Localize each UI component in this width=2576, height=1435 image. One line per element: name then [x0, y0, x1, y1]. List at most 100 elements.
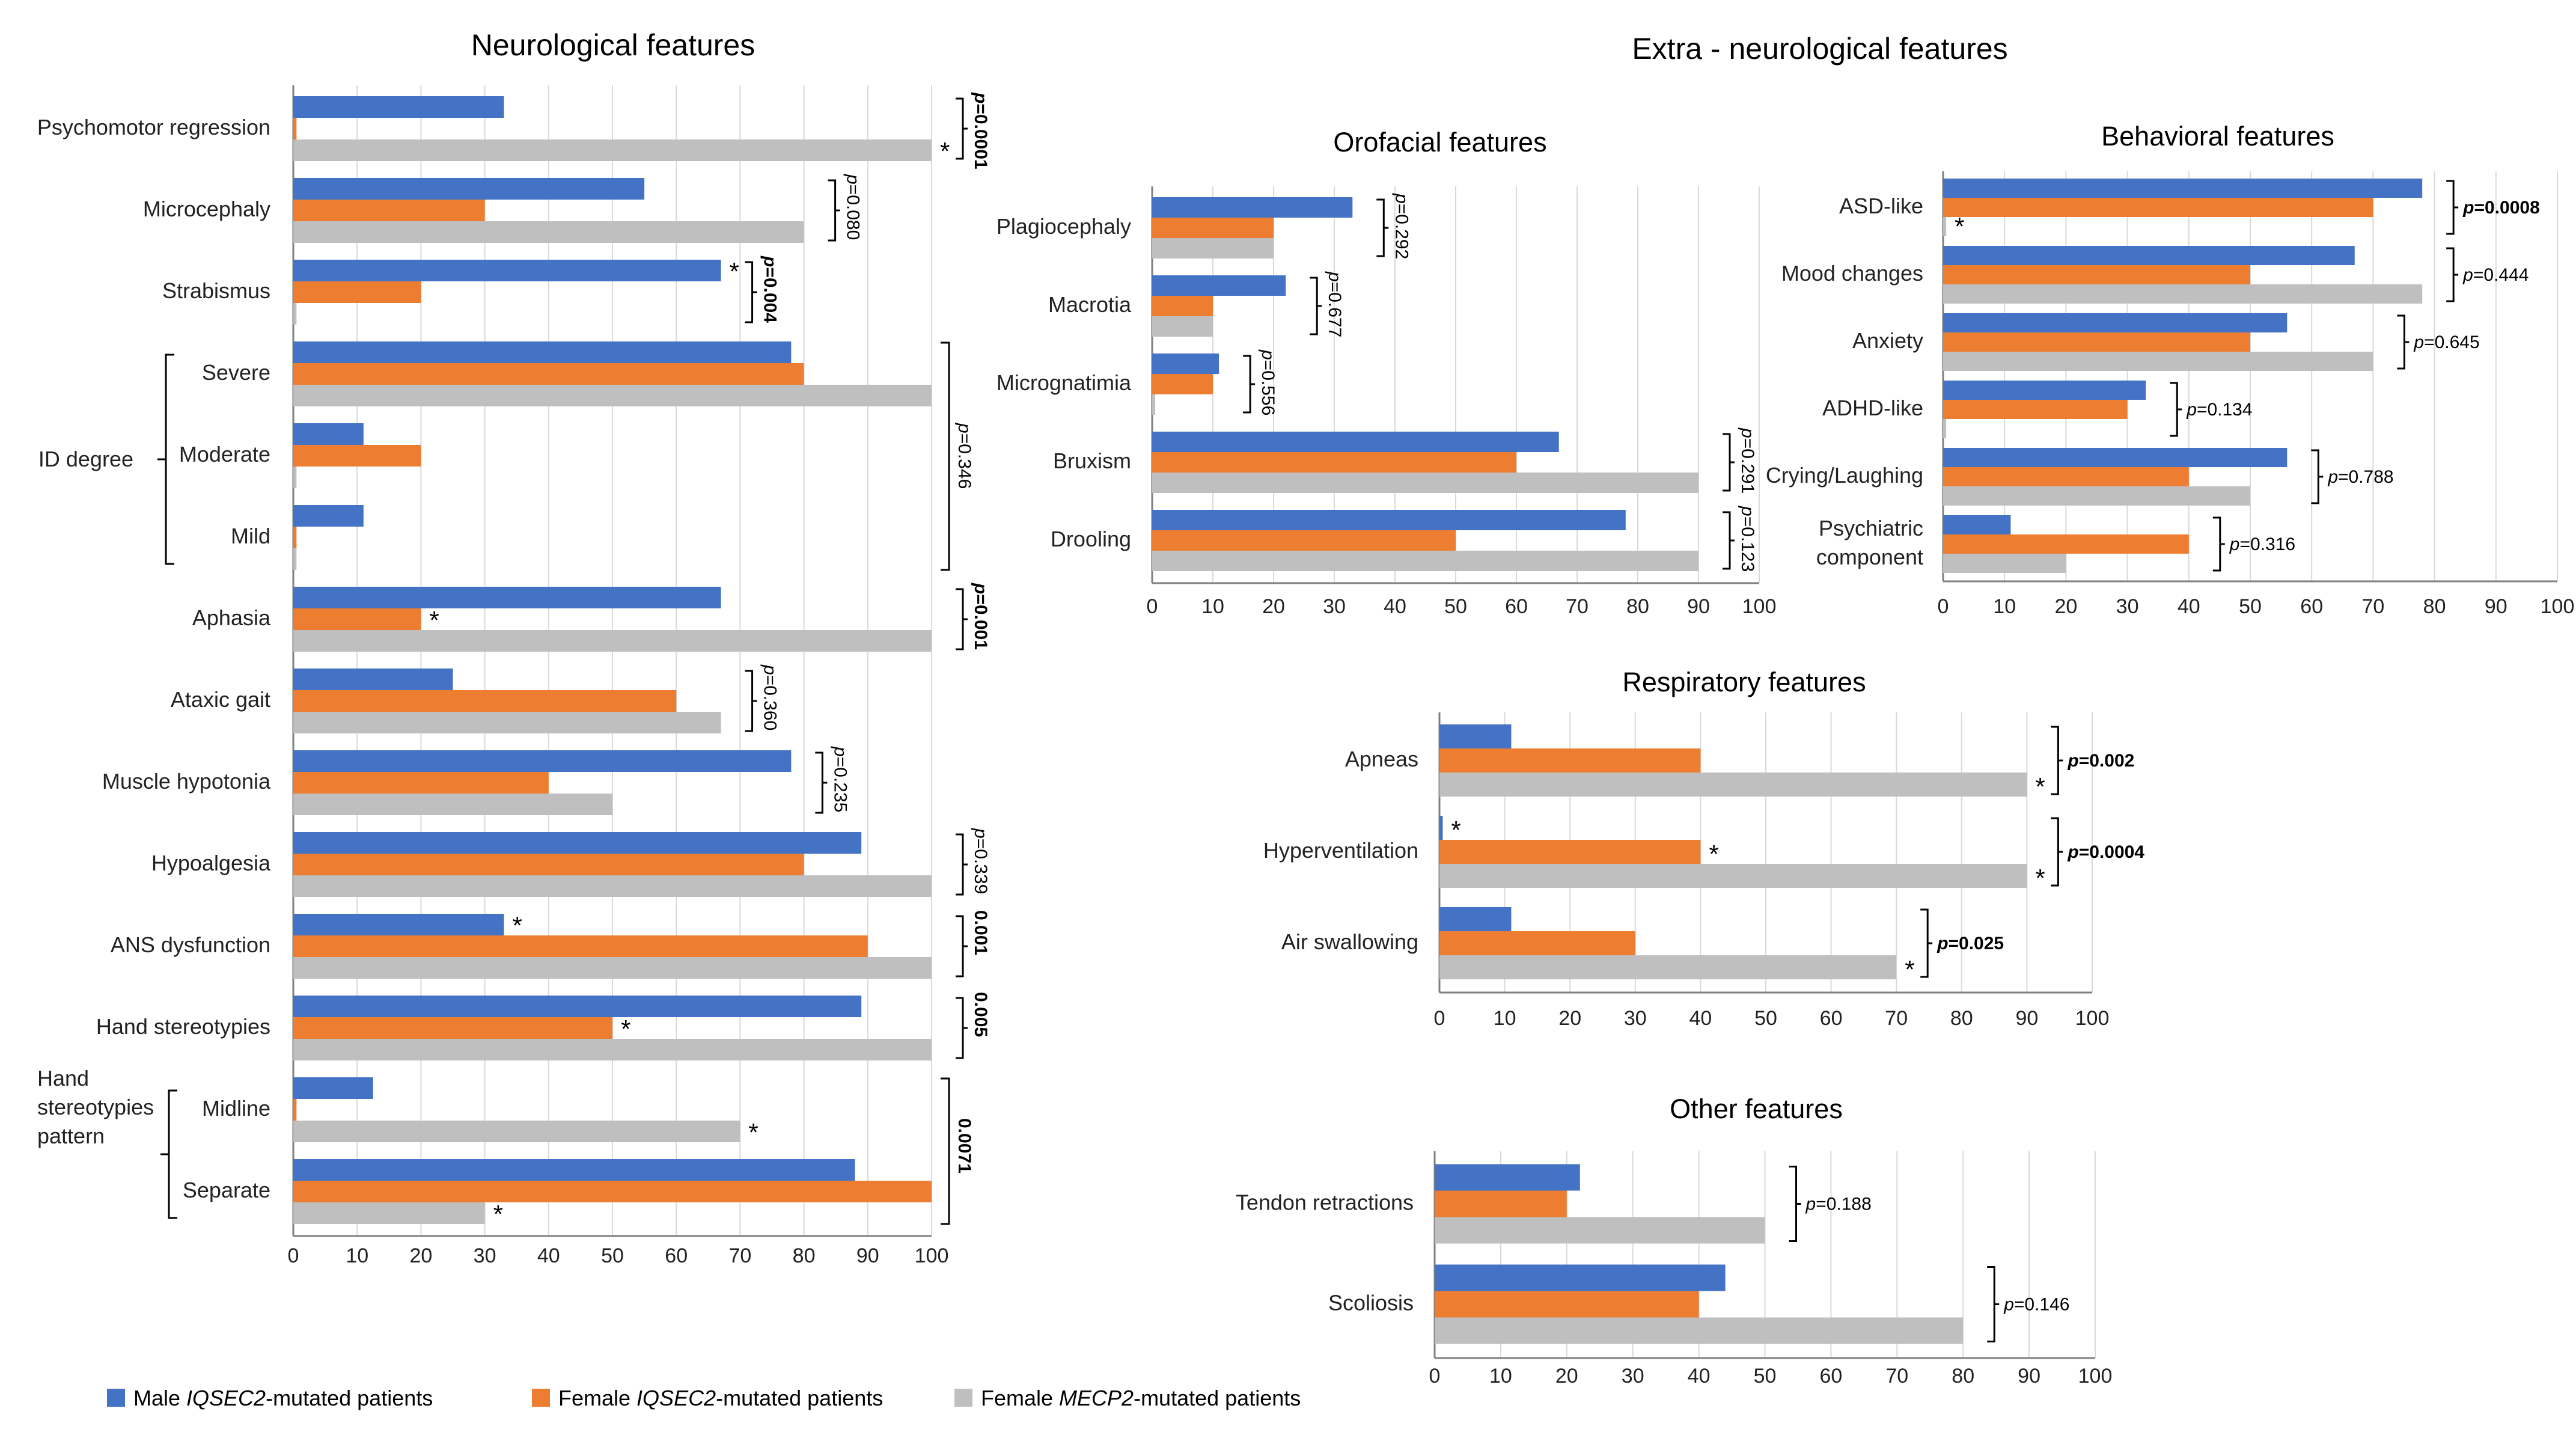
- x-tick-label: 0: [288, 1244, 299, 1267]
- x-tick-label: 70: [1885, 1365, 1908, 1388]
- bar-mecp2: [1152, 238, 1274, 259]
- x-tick-label: 80: [1952, 1365, 1974, 1388]
- x-tick-label: 30: [1624, 1007, 1647, 1030]
- x-tick-label: 90: [2018, 1365, 2040, 1388]
- bar-male: [1152, 197, 1353, 218]
- x-tick-label: 40: [1688, 1365, 1711, 1388]
- bar-female: [1943, 198, 2373, 217]
- group-p-value: 0.0071: [954, 1118, 974, 1173]
- p-bracket: [815, 751, 828, 814]
- x-tick-label: 0: [1429, 1365, 1441, 1388]
- category-label: Apneas: [1345, 747, 1418, 771]
- p-bracket: [1243, 355, 1256, 414]
- p-value: p=0.235: [830, 746, 850, 812]
- p-bracket: [1376, 198, 1389, 257]
- bar-mecp2: [1152, 551, 1699, 571]
- p-value: p=0.0004: [2067, 842, 2144, 862]
- bar-male: [1943, 381, 2146, 400]
- significance-star: *: [1955, 212, 1964, 240]
- x-tick-label: 30: [1622, 1365, 1644, 1388]
- bar-male: [293, 423, 364, 445]
- category-label: Crying/Laughing: [1766, 463, 1923, 488]
- bar-male: [1152, 353, 1219, 374]
- category-label: Midline: [202, 1096, 270, 1121]
- x-tick-label: 30: [474, 1244, 496, 1267]
- significance-star: *: [621, 1015, 630, 1043]
- bar-male: [1152, 510, 1626, 530]
- bar-mecp2: [1943, 284, 2423, 304]
- chart-title: Behavioral features: [2101, 121, 2334, 151]
- legend-label-mecp2: Female MECP2-mutated patients: [981, 1386, 1301, 1410]
- bar-male: [293, 832, 862, 854]
- p-bracket: [956, 588, 968, 650]
- x-tick-label: 70: [1885, 1007, 1908, 1030]
- x-tick-label: 60: [2300, 595, 2323, 618]
- x-tick-label: 70: [728, 1244, 751, 1267]
- bar-female: [1152, 452, 1516, 473]
- x-tick-label: 80: [1626, 595, 1649, 618]
- p-bracket: [745, 261, 757, 323]
- bar-female: [293, 527, 297, 548]
- x-tick-label: 10: [346, 1244, 368, 1267]
- group-p-bracket: [941, 1077, 950, 1225]
- bar-mecp2: [1439, 864, 2027, 888]
- significance-star: *: [429, 606, 439, 634]
- bar-mecp2: [1943, 554, 2066, 573]
- chart-title: Respiratory features: [1622, 667, 1866, 697]
- category-label: Ataxic gait: [171, 687, 270, 712]
- bar-mecp2: [293, 957, 932, 979]
- bar-male: [293, 96, 504, 118]
- bar-female: [1152, 374, 1213, 394]
- p-value: p=0.677: [1325, 271, 1344, 337]
- bar-male: [1439, 724, 1512, 748]
- x-tick-label: 90: [2015, 1007, 2038, 1030]
- p-value: p=0.025: [1937, 934, 2004, 953]
- bar-mecp2: [293, 303, 297, 325]
- bar-female: [1943, 265, 2250, 284]
- p-bracket: [2051, 726, 2063, 795]
- bar-mecp2: [1943, 419, 1947, 438]
- category-label: Strabismus: [162, 278, 270, 303]
- bar-female: [293, 200, 485, 221]
- legend-swatch-mecp2: [954, 1389, 972, 1407]
- p-bracket: [745, 670, 757, 732]
- category-label: Separate: [183, 1178, 270, 1202]
- hand-pattern-bracket: [160, 1089, 177, 1219]
- p-value: p=0.0001: [971, 92, 990, 170]
- bar-mecp2: [293, 139, 932, 161]
- p-bracket: [2311, 449, 2324, 504]
- category-label: Anxiety: [1852, 328, 1923, 353]
- x-tick-label: 20: [2054, 595, 2077, 618]
- legend-label-male: Male IQSEC2-mutated patients: [133, 1386, 433, 1410]
- x-tick-label: 20: [409, 1244, 432, 1267]
- p-value: p=0.444: [2462, 265, 2529, 285]
- id-degree-label: ID degree: [38, 447, 133, 471]
- x-tick-label: 100: [2078, 1365, 2113, 1388]
- p-value: p=0.001: [971, 583, 990, 650]
- p-value: p=0.316: [2229, 534, 2295, 554]
- x-tick-label: 40: [2178, 595, 2200, 618]
- bar-female: [1439, 748, 1701, 773]
- group-brackets: p=0.346 0.0071 ID degree Hand stereotypies pa…: [37, 341, 974, 1225]
- bar-female: [1435, 1291, 1699, 1318]
- x-tick-label: 40: [537, 1244, 560, 1267]
- x-tick-label: 10: [1201, 595, 1224, 618]
- bar-male: [1943, 448, 2288, 467]
- bar-male: [293, 178, 645, 200]
- bar-male: [1943, 179, 2423, 198]
- p-bracket: [1723, 511, 1735, 570]
- p-bracket: [1920, 908, 1933, 978]
- bar-female: [1943, 332, 2250, 352]
- bar-female: [293, 281, 421, 303]
- bar-female: [293, 1017, 612, 1039]
- x-tick-label: 0: [1434, 1007, 1445, 1030]
- p-value: p=0.556: [1258, 349, 1278, 415]
- bar-female: [293, 935, 868, 957]
- bar-male: [293, 1077, 373, 1099]
- bar-female: [293, 608, 421, 630]
- x-tick-label: 20: [1555, 1365, 1578, 1388]
- significance-star: *: [1709, 840, 1718, 868]
- bar-mecp2: [1943, 486, 2250, 506]
- legend-swatch-male: [107, 1389, 125, 1407]
- bar-mecp2: [293, 385, 932, 406]
